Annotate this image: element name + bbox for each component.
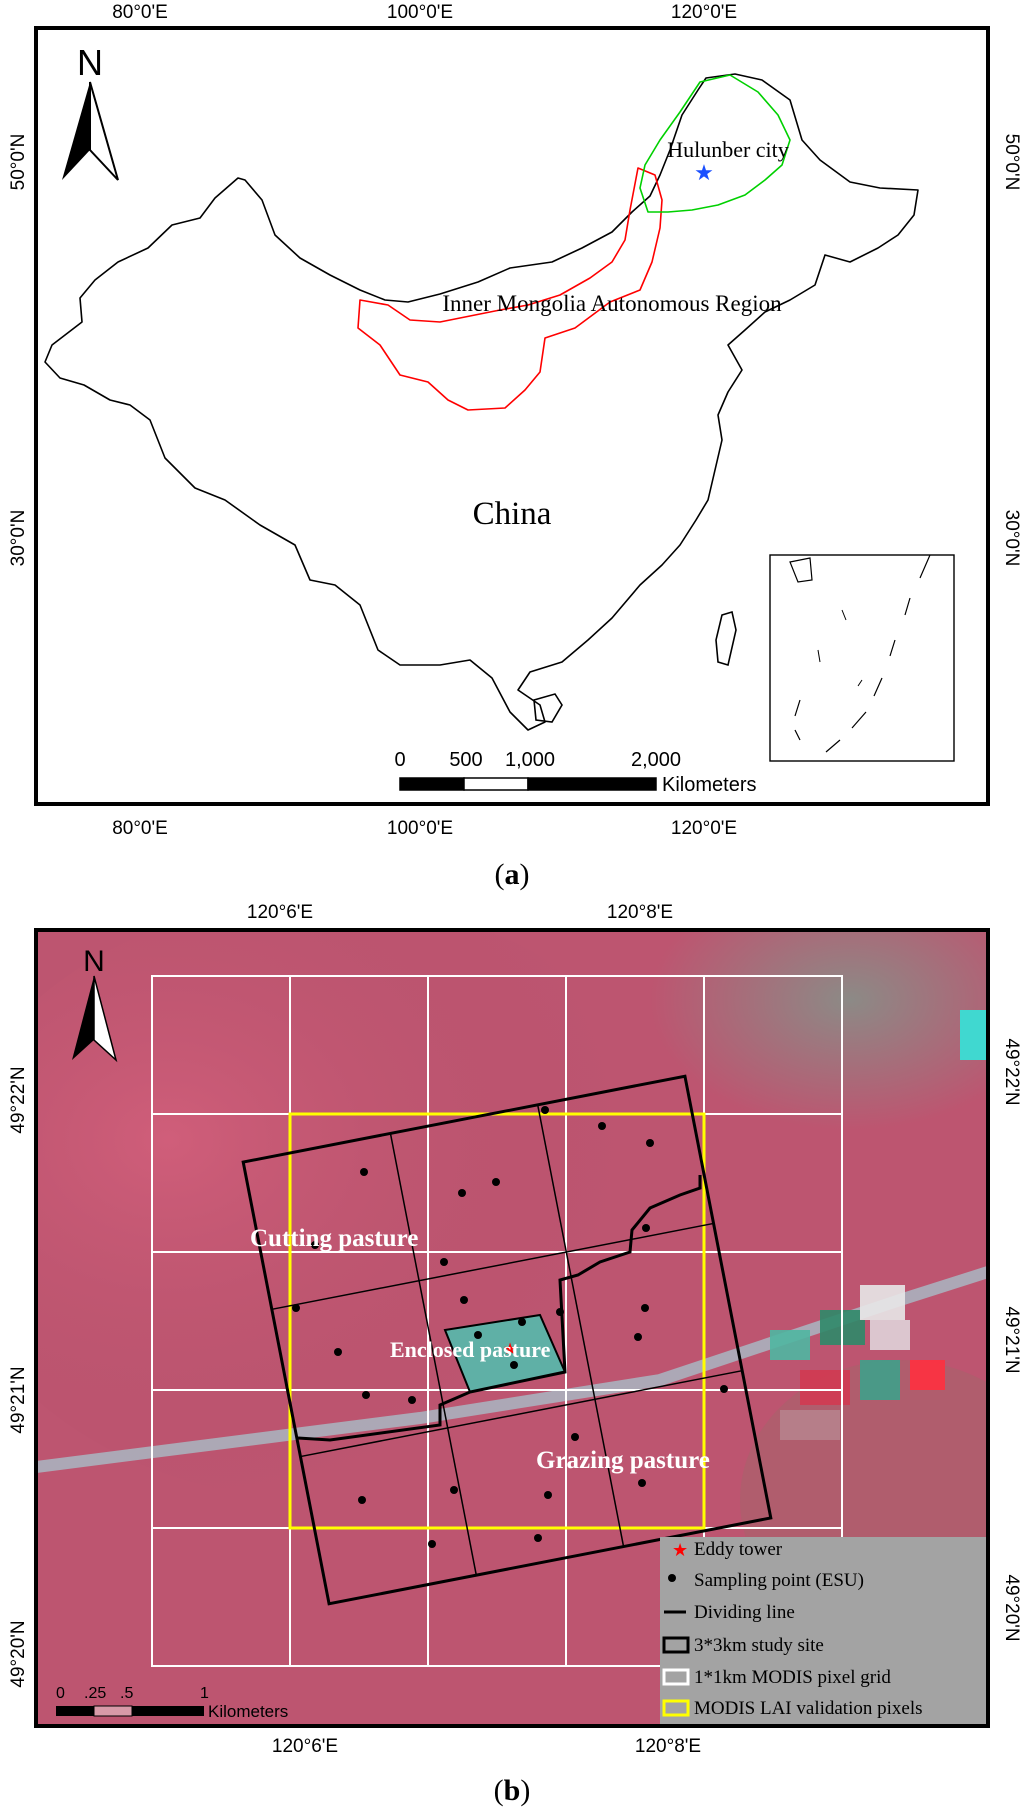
legend-item-dividing-line: Dividing line bbox=[694, 1602, 795, 1623]
taiwan-outline bbox=[715, 610, 737, 667]
lat-label-left-22: 49°22'N bbox=[8, 1066, 29, 1133]
scale-b-tick-1: 1 bbox=[200, 1685, 209, 1702]
lon-label-bottom-80: 80°0'E bbox=[112, 818, 168, 839]
scale-bar-b: 0 .25 .5 1 Kilometers bbox=[56, 1685, 288, 1721]
label-inner-mongolia: Inner Mongolia Autonomous Region bbox=[442, 291, 782, 316]
scale-b-tick-05: .5 bbox=[120, 1685, 133, 1702]
panel-b-map: 120°6'E 120°8'E 120°6'E 120°8'E 49°22'N … bbox=[8, 902, 1022, 1757]
legend-item-sampling-point: Sampling point (ESU) bbox=[694, 1570, 864, 1591]
lat-label-right-21: 49°21'N bbox=[1001, 1306, 1022, 1373]
legend-item-validation: MODIS LAI validation pixels bbox=[694, 1698, 923, 1719]
lat-label-right-50: 50°0'N bbox=[1001, 134, 1022, 191]
lat-label-right-22: 49°22'N bbox=[1001, 1038, 1022, 1105]
panel-a-map: 80°0'E 100°0'E 120°0'E 80°0'E 100°0'E 12… bbox=[8, 2, 1022, 839]
legend-star-icon: ★ bbox=[672, 1540, 688, 1560]
eddy-tower-icon: ★ bbox=[503, 1341, 517, 1358]
scale-bar-a: 0 500 1,000 2,000 Kilometers bbox=[394, 749, 756, 796]
north-label-a: N bbox=[77, 42, 103, 83]
city-marker-icon: ★ bbox=[694, 160, 714, 185]
scale-unit-b: Kilometers bbox=[208, 1702, 288, 1721]
lat-label-left-30: 30°0'N bbox=[8, 510, 29, 567]
hainan-outline bbox=[533, 693, 563, 723]
lon-label-bottom-100: 100°0'E bbox=[387, 818, 453, 839]
study-site bbox=[241, 1074, 773, 1606]
inset-map bbox=[769, 554, 955, 762]
legend-dot-icon bbox=[668, 1574, 676, 1582]
lon-label-top-120: 120°0'E bbox=[671, 2, 737, 23]
north-arrow-icon bbox=[62, 81, 119, 181]
caption-a: (a) bbox=[495, 858, 530, 891]
legend-item-study-site: 3*3km study site bbox=[694, 1635, 824, 1656]
lat-label-right-20: 49°20'N bbox=[1001, 1574, 1022, 1641]
legend-white-box-icon bbox=[662, 1668, 690, 1686]
label-china: China bbox=[473, 496, 552, 532]
lon-label-bottom-8: 120°8'E bbox=[635, 1736, 701, 1757]
legend-black-box-icon bbox=[662, 1636, 690, 1654]
north-label-b: N bbox=[83, 945, 105, 978]
label-cutting-pasture: Cutting pasture bbox=[250, 1225, 418, 1252]
scale-b-tick-025: .25 bbox=[84, 1685, 106, 1702]
legend-b: ★ Eddy tower Sampling point (ESU) Dividi… bbox=[660, 1537, 988, 1726]
lon-label-bottom-120: 120°0'E bbox=[671, 818, 737, 839]
hulunber-outline bbox=[639, 74, 791, 213]
china-outline bbox=[44, 73, 919, 731]
inner-mongolia-outline bbox=[357, 167, 663, 411]
scale-tick-2000: 2,000 bbox=[631, 749, 681, 771]
caption-b: (b) bbox=[494, 1774, 531, 1807]
lon-label-top-100: 100°0'E bbox=[387, 2, 453, 23]
scale-b-tick-0: 0 bbox=[56, 1685, 65, 1702]
sampling-points bbox=[292, 1106, 728, 1548]
label-enclosed-pasture: Enclosed pasture bbox=[390, 1337, 551, 1362]
scale-tick-1000: 1,000 bbox=[505, 749, 555, 771]
legend-item-eddy-tower: Eddy tower bbox=[694, 1539, 783, 1560]
lon-label-bottom-6: 120°6'E bbox=[272, 1736, 338, 1757]
lat-label-left-50: 50°0'N bbox=[8, 134, 29, 191]
label-grazing-pasture: Grazing pasture bbox=[536, 1447, 710, 1474]
lon-label-top-6: 120°6'E bbox=[247, 902, 313, 923]
lon-label-top-80: 80°0'E bbox=[112, 2, 168, 23]
lat-label-left-21: 49°21'N bbox=[8, 1366, 29, 1433]
north-arrow-b-icon bbox=[72, 975, 118, 1063]
panel-b-frame bbox=[34, 928, 990, 1728]
lon-label-top-8: 120°8'E bbox=[607, 902, 673, 923]
lat-label-right-30: 30°0'N bbox=[1001, 510, 1022, 567]
label-hulunber: Hulunber city bbox=[667, 137, 789, 162]
scale-unit-a: Kilometers bbox=[662, 774, 756, 796]
legend-yellow-box-icon bbox=[662, 1699, 690, 1717]
scale-tick-0: 0 bbox=[394, 749, 405, 771]
lat-label-left-20: 49°20'N bbox=[8, 1620, 29, 1687]
dividing-line bbox=[297, 1175, 702, 1442]
scale-tick-500: 500 bbox=[449, 749, 482, 771]
legend-item-modis-grid: 1*1km MODIS pixel grid bbox=[694, 1667, 891, 1688]
